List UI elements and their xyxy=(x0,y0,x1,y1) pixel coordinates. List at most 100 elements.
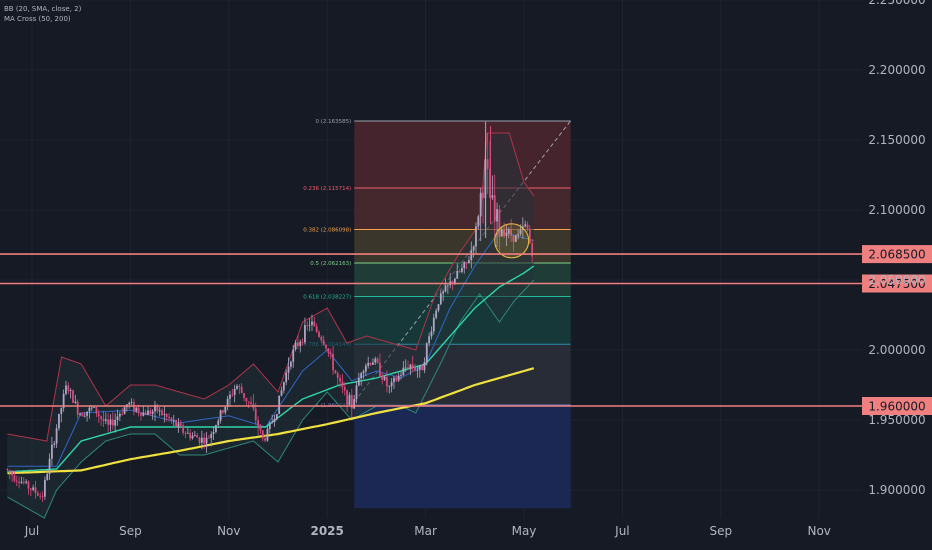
candle-body xyxy=(327,348,330,353)
candle-body xyxy=(53,443,56,445)
candle-body xyxy=(404,367,407,369)
candle-body xyxy=(432,317,435,332)
candle-body xyxy=(514,235,517,242)
candle-body xyxy=(453,278,456,284)
x-tick-label: Nov xyxy=(217,524,240,538)
candle-body xyxy=(292,349,295,362)
candle-body xyxy=(371,362,374,365)
y-tick-label: 1.900000 xyxy=(868,483,925,497)
x-tick-label: Nov xyxy=(807,524,830,538)
candle-body xyxy=(165,414,168,417)
candle-body xyxy=(172,420,175,421)
horizontal-levels[interactable]: 2.068500 2.047500 1.960000 xyxy=(0,245,932,415)
candle-body xyxy=(76,401,79,415)
price-label-box[interactable] xyxy=(862,245,932,264)
fib-level-label: 0.5 (2.062163) xyxy=(310,261,351,267)
candle-body xyxy=(86,411,88,416)
candle-body xyxy=(369,362,372,365)
candle-body xyxy=(18,481,21,483)
candle-body xyxy=(505,233,508,236)
candle-body xyxy=(39,495,42,497)
candle-body xyxy=(374,358,377,363)
candle-body xyxy=(397,375,400,381)
candle-body xyxy=(350,395,353,409)
candle-body xyxy=(390,382,393,387)
candle-body xyxy=(475,226,477,247)
candle-body xyxy=(346,390,349,405)
candle-body xyxy=(297,342,299,346)
candle-body xyxy=(200,437,203,443)
candle-body xyxy=(212,431,215,434)
candle-body xyxy=(353,398,356,409)
candle-body xyxy=(79,413,81,415)
fib-zone-1 xyxy=(354,404,571,509)
candle-body xyxy=(308,324,311,326)
fib-zone-0 xyxy=(354,120,571,189)
candle-body xyxy=(285,372,288,383)
price-label-box[interactable] xyxy=(862,274,932,293)
candle-body xyxy=(264,438,267,441)
candle-body xyxy=(46,474,49,480)
candle-body xyxy=(278,395,281,415)
candle-body xyxy=(48,458,51,475)
x-tick-label: 2025 xyxy=(310,524,343,538)
candle-body xyxy=(104,419,107,421)
candle-body xyxy=(58,413,60,429)
candle-body xyxy=(468,260,470,263)
candle-body xyxy=(388,386,391,388)
candle-body xyxy=(193,435,196,436)
price-label-text: 2.047500 xyxy=(868,277,925,291)
candle-body xyxy=(69,390,72,392)
candle-body xyxy=(329,352,332,354)
candle-body xyxy=(130,402,133,404)
candle-body xyxy=(437,304,440,311)
price-label-text: 1.960000 xyxy=(868,400,925,414)
ma-cross-indicator-label[interactable]: MA Cross (50, 200) xyxy=(4,15,71,23)
candle-body xyxy=(299,341,302,346)
bb-indicator-label[interactable]: BB (20, SMA, close, 2) xyxy=(4,5,82,13)
candle-body xyxy=(268,422,271,429)
price-label-box[interactable] xyxy=(862,397,932,415)
candle-body xyxy=(118,413,121,417)
chart-annotations[interactable] xyxy=(494,223,530,259)
candle-body xyxy=(13,475,16,481)
candle-body xyxy=(43,479,46,497)
highlight-circle[interactable] xyxy=(494,223,530,259)
candle-body xyxy=(364,365,367,372)
candle-body xyxy=(72,390,74,403)
candle-body xyxy=(411,364,414,368)
candle-body xyxy=(22,481,25,483)
fibonacci-retracement[interactable]: 0 (2.163585) 0.236 (2.115714) 0.382 (2.086… xyxy=(303,119,572,509)
candle-body xyxy=(243,392,245,398)
candle-body xyxy=(479,192,482,217)
candle-body xyxy=(25,481,28,483)
candle-body xyxy=(400,374,402,376)
candle-body xyxy=(36,493,39,496)
candle-body xyxy=(196,435,199,438)
candle-body xyxy=(498,209,501,237)
candle-body xyxy=(107,419,110,425)
bb-band-fill xyxy=(7,133,534,518)
candle-body xyxy=(198,437,201,443)
indicator-legend: BB (20, SMA, close, 2) MA Cross (50, 200… xyxy=(4,4,81,24)
candle-body xyxy=(140,412,142,416)
bb-basis-line xyxy=(7,230,534,467)
candle-body xyxy=(289,361,292,367)
candle-body xyxy=(486,159,489,169)
candle-body xyxy=(67,385,70,392)
candle-body xyxy=(386,376,388,387)
candle-body xyxy=(93,406,95,408)
candle-body xyxy=(423,362,426,371)
candle-body xyxy=(421,365,423,371)
candle-body xyxy=(20,481,23,483)
candle-body xyxy=(465,262,468,263)
candle-body xyxy=(257,420,259,428)
candle-body xyxy=(512,235,515,242)
candle-body xyxy=(41,496,44,497)
candle-body xyxy=(280,390,283,396)
candle-body xyxy=(179,423,182,426)
candle-body xyxy=(275,414,278,419)
candle-body xyxy=(210,433,213,439)
candle-body xyxy=(301,341,304,343)
